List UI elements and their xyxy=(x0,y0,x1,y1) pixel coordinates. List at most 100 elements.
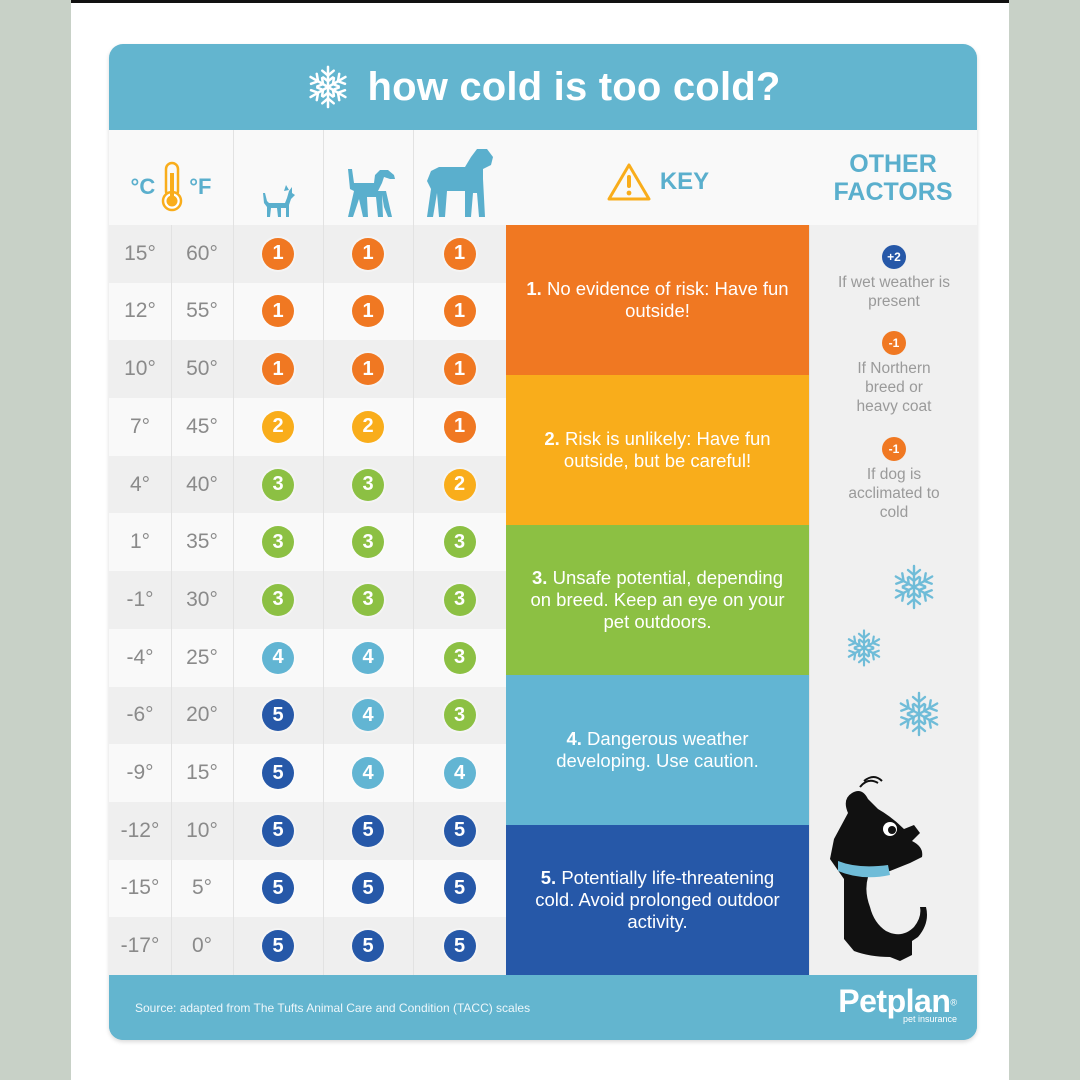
medium-dog-risk-cell: 4 xyxy=(323,757,413,790)
risk-level-badge: 3 xyxy=(352,468,384,501)
risk-level-5-description: 5. Potentially life-threatening cold. Av… xyxy=(506,825,809,975)
large-dog-icon xyxy=(426,149,493,217)
risk-level-badge: 5 xyxy=(262,814,294,847)
fahrenheit-value: 40° xyxy=(186,472,218,496)
risk-level-badge: 5 xyxy=(352,930,384,963)
key-label: KEY xyxy=(659,167,710,195)
risk-level-badge: 1 xyxy=(443,237,476,270)
factor-description: If dog is acclimated to cold xyxy=(848,466,940,521)
small-dog-risk-cell: 2 xyxy=(233,410,323,443)
fahrenheit-value: 60° xyxy=(186,241,218,265)
large-dog-risk-cell: 1 xyxy=(413,237,506,270)
risk-level-badge: 3 xyxy=(262,468,294,501)
risk-level-badge: 3 xyxy=(352,583,384,616)
large-dog-risk-cell: 4 xyxy=(413,757,506,790)
risk-level-1-description: 1. No evidence of risk: Have fun outside… xyxy=(506,225,809,375)
large-dog-risk-cell: 3 xyxy=(413,583,506,616)
petplan-logo: Petplan® pet insurance xyxy=(838,983,957,1024)
table-row: 12° 55° 1 1 1 xyxy=(109,282,506,341)
risk-level-badge: 3 xyxy=(262,526,294,559)
other-factors-panel: +2 If wet weather is present -1 If Northern… xyxy=(809,225,977,975)
risk-level-number: 5. xyxy=(540,867,557,888)
risk-level-badge: 2 xyxy=(443,468,476,501)
medium-dog-risk-cell: 3 xyxy=(323,468,413,501)
divider xyxy=(413,130,414,975)
large-dog-risk-cell: 5 xyxy=(413,930,506,963)
factor-description: If Northern breed or heavy coat xyxy=(856,360,932,415)
brand-subtitle: pet insurance xyxy=(902,1014,957,1024)
risk-level-badge: 3 xyxy=(262,583,294,616)
celsius-value: 15° xyxy=(124,241,156,265)
snowflake-icon xyxy=(896,691,942,737)
celsius-value: -4° xyxy=(126,645,154,669)
key-header: KEY xyxy=(506,130,809,225)
risk-level-number: 1. xyxy=(526,278,542,299)
celsius-value: -6° xyxy=(126,703,154,727)
table-row: -12° 10° 5 5 5 xyxy=(109,802,506,860)
risk-level-text: Risk is unlikely: Have fun outside, but … xyxy=(563,428,771,471)
risk-level-badge: 4 xyxy=(352,757,384,790)
risk-level-badge: 1 xyxy=(352,237,384,270)
medium-dog-risk-cell: 1 xyxy=(323,353,413,386)
celsius-value: -1° xyxy=(126,587,154,611)
risk-level-badge: 5 xyxy=(262,872,294,905)
table-row: -6° 20° 5 4 3 xyxy=(109,686,506,745)
factor-adjustment-badge: +2 xyxy=(882,245,906,269)
risk-level-4-description: 4. Dangerous weather developing. Use cau… xyxy=(506,675,809,825)
infographic-page: how cold is too cold? °C °F xyxy=(71,0,1009,1080)
small-dog-risk-cell: 5 xyxy=(233,757,323,790)
risk-level-number: 2. xyxy=(544,428,560,449)
page-title: how cold is too cold? xyxy=(367,64,781,109)
thermometer-icon xyxy=(161,161,183,211)
large-dog-risk-cell: 1 xyxy=(413,353,506,386)
small-dog-risk-cell: 1 xyxy=(233,237,323,270)
other-factor-item: -1 If Northern breed or heavy coat xyxy=(810,331,977,416)
small-dog-risk-cell: 3 xyxy=(233,468,323,501)
table-row: -1° 30° 3 3 3 xyxy=(109,571,506,629)
risk-level-badge: 4 xyxy=(262,641,294,674)
risk-level-badge: 5 xyxy=(443,872,476,905)
celsius-value: 12° xyxy=(124,299,156,323)
risk-level-2-description: 2. Risk is unlikely: Have fun outside, b… xyxy=(506,375,809,525)
scottie-dog-illustration xyxy=(830,776,927,961)
risk-level-badge: 5 xyxy=(443,930,476,963)
footer: Source: adapted from The Tufts Animal Ca… xyxy=(109,975,977,1040)
top-border xyxy=(71,0,1009,3)
table-row: 15° 60° 1 1 1 xyxy=(109,225,506,283)
risk-level-badge: 3 xyxy=(443,526,476,559)
other-factor-item: -1 If dog is acclimated to cold xyxy=(810,437,977,522)
risk-level-badge: 4 xyxy=(352,699,384,732)
table-row: 4° 40° 3 3 2 xyxy=(109,455,506,514)
risk-level-3-description: 3. Unsafe potential, depending on breed.… xyxy=(506,525,809,675)
risk-level-number: 3. xyxy=(532,567,548,588)
fahrenheit-label: °F xyxy=(189,173,212,199)
risk-level-badge: 5 xyxy=(262,699,294,732)
small-dog-risk-cell: 1 xyxy=(233,295,323,328)
table-row: -9° 15° 5 4 4 xyxy=(109,744,506,802)
risk-level-badge: 5 xyxy=(352,814,384,847)
risk-level-badge: 3 xyxy=(443,699,476,732)
medium-dog-risk-cell: 2 xyxy=(323,410,413,443)
snowflake-icon xyxy=(845,629,883,667)
celsius-value: 7° xyxy=(129,414,151,438)
risk-level-badge: 1 xyxy=(262,295,294,328)
fahrenheit-value: 15° xyxy=(186,761,218,785)
snowflake-icon xyxy=(891,564,937,610)
small-dog-risk-cell: 5 xyxy=(233,930,323,963)
medium-dog-risk-cell: 1 xyxy=(323,295,413,328)
warning-icon xyxy=(607,163,651,200)
table-row: 10° 50° 1 1 1 xyxy=(109,340,506,398)
large-dog-risk-cell: 3 xyxy=(413,641,506,674)
risk-level-badge: 1 xyxy=(352,353,384,386)
small-dog-risk-cell: 4 xyxy=(233,641,323,674)
small-dog-risk-cell: 3 xyxy=(233,526,323,559)
small-dog-risk-cell: 5 xyxy=(233,814,323,847)
small-dog-header xyxy=(233,130,323,225)
celsius-value: -17° xyxy=(120,934,160,958)
large-dog-risk-cell: 3 xyxy=(413,526,506,559)
divider xyxy=(171,225,172,975)
risk-level-badge: 4 xyxy=(443,757,476,790)
fahrenheit-value: 55° xyxy=(186,299,218,323)
large-dog-risk-cell: 5 xyxy=(413,814,506,847)
fahrenheit-value: 30° xyxy=(186,587,218,611)
